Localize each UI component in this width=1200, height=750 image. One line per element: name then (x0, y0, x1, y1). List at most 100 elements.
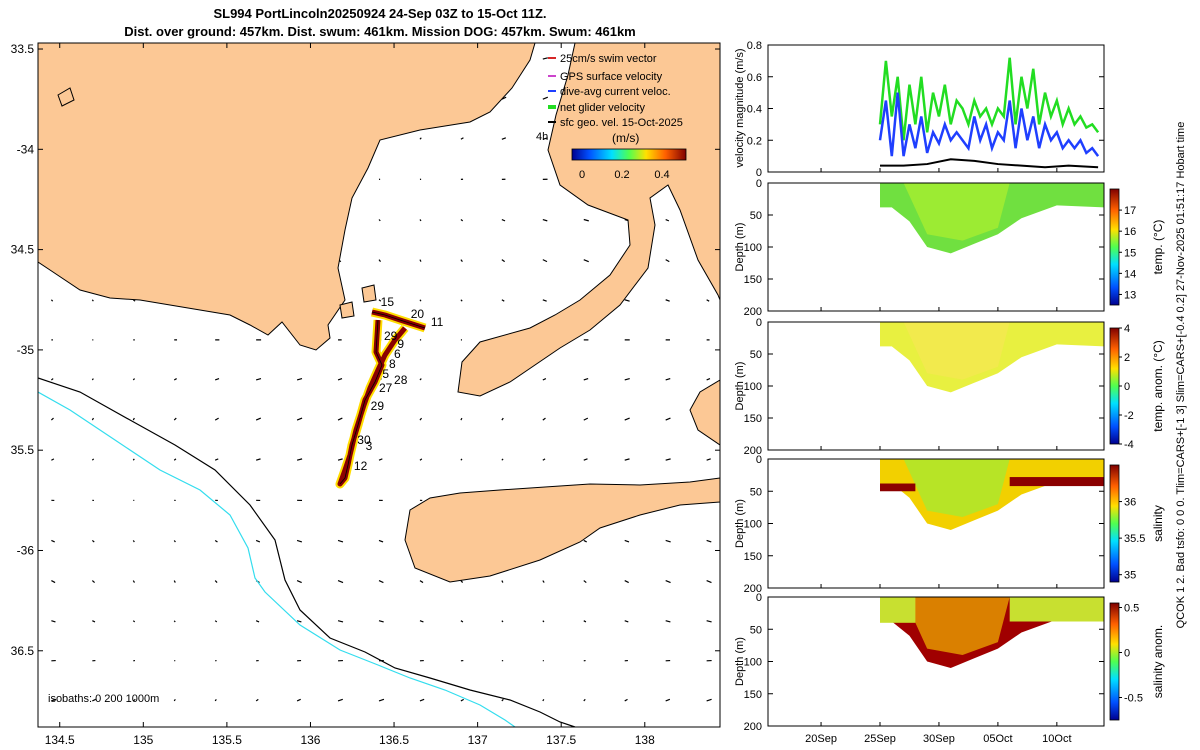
velocity-arrow (378, 580, 384, 584)
velocity-arrow (337, 580, 344, 584)
y-tick-label: 0.2 (747, 135, 762, 147)
velocity-arrow (214, 698, 217, 702)
velocity-arrow (583, 580, 587, 584)
velocity-arrow (460, 137, 464, 140)
velocity-arrow (460, 698, 465, 702)
velocity-arrow (460, 219, 464, 222)
velocity-arrow (337, 698, 343, 702)
velocity-arrow (706, 698, 712, 702)
velocity-arrow (706, 620, 712, 623)
velocity-arrow (665, 458, 671, 461)
velocity-arrow (665, 417, 671, 421)
velocity-arrow (51, 580, 56, 584)
y-tick-label: 50 (750, 624, 762, 636)
track-day-label: 11 (431, 315, 444, 329)
velocity-arrow (624, 620, 629, 623)
chart-title-line1: SL994 PortLincoln20250924 24-Sep 03Z to … (213, 6, 547, 21)
x-tick-label: 20Sep (805, 733, 837, 745)
series-line-sfc-geo-vel- (880, 158, 1099, 169)
colorbar-tick: 0.2 (614, 169, 629, 181)
velocity-arrow (337, 458, 343, 461)
chart-title-line2: Dist. over ground: 457km. Dist. swum: 46… (124, 24, 636, 39)
section-band-edge (880, 597, 916, 623)
colorbar-tick-label: 2 (1124, 352, 1130, 364)
velocity-arrow (132, 698, 136, 702)
velocity-arrow (583, 417, 589, 421)
velocity-arrow (92, 620, 96, 623)
velocity-arrow (501, 580, 504, 583)
velocity-arrow (132, 620, 136, 623)
velocity-arrow (132, 580, 136, 583)
velocity-arrow (214, 580, 218, 583)
y-tick-label: 200 (744, 721, 762, 733)
velocity-arrow (665, 218, 670, 222)
colorbar-tick-label: -4 (1124, 439, 1134, 451)
x-tick-label: 25Sep (864, 733, 896, 745)
colorbar-tick-label: 13 (1124, 289, 1136, 301)
velocity-arrow (255, 620, 260, 623)
lon-tick-label: 137 (468, 733, 488, 747)
velocity-arrow (583, 698, 586, 702)
colorbar-tick-label: 15 (1124, 247, 1136, 259)
land-yorke-peninsula (457, 43, 720, 397)
velocity-arrow (542, 96, 549, 100)
velocity-arrow (255, 458, 261, 461)
velocity-arrow (173, 620, 176, 623)
velocity-arrow (460, 580, 464, 583)
velocity-arrow (378, 219, 381, 222)
velocity-arrow (501, 137, 507, 140)
velocity-arrow (337, 377, 343, 381)
velocity-arrow (419, 698, 425, 702)
x-tick-label: 30Sep (923, 733, 955, 745)
velocity-arrow (419, 620, 424, 623)
velocity-arrow (542, 259, 548, 263)
velocity-arrow (583, 377, 589, 381)
velocity-arrow (583, 259, 589, 263)
velocity-ylabel: velocity magnitude (m/s) (734, 48, 746, 167)
colorbar-tick-label: 36 (1124, 497, 1136, 509)
velocity-arrow (419, 259, 422, 262)
lon-tick-label: 137.5 (546, 733, 576, 747)
velocity-arrow (91, 539, 95, 543)
y-tick-label: 200 (744, 445, 762, 457)
velocity-arrow (173, 580, 176, 583)
velocity-arrow (624, 417, 630, 421)
velocity-arrow (583, 539, 587, 543)
velocity-arrow (624, 458, 630, 461)
map-colorbar (571, 148, 687, 161)
legend-swim: 25cm/s swim vector (560, 53, 657, 65)
velocity-arrow (173, 458, 177, 461)
velocity-arrow (665, 539, 671, 543)
colorbar-tick-label: 35 (1124, 570, 1136, 582)
velocity-arrow (50, 299, 54, 302)
colorbar-tick-label: 14 (1124, 268, 1136, 280)
velocity-arrow (542, 299, 547, 302)
legend-net: net glider velocity (560, 102, 645, 114)
time-series-panels: 0 0.2 0.4 0.6 0.8 velocity magnitude (m/s) 0… (734, 40, 1165, 745)
velocity-arrow (542, 580, 545, 583)
section-band (903, 597, 1010, 656)
legend-sfc: sfc geo. vel. 15-Oct-2025 (560, 117, 683, 129)
track-day-label: 9 (397, 337, 404, 351)
velocity-arrow (624, 299, 630, 302)
colorbar-label: temp. anom. (°C) (1151, 340, 1165, 432)
y-tick-label: 200 (744, 583, 762, 595)
velocity-arrow (296, 580, 302, 584)
legend-gps: GPS surface velocity (560, 71, 663, 83)
velocity-arrow (583, 218, 589, 222)
isobaths-legend: isobaths: 0 200 1000m (48, 693, 159, 705)
velocity-arrow (460, 417, 463, 421)
colorbar-tick-label: 35.5 (1124, 533, 1145, 545)
track-day-label: 15 (381, 295, 395, 309)
section-panel-1: 0 50 100 150 200 Depth (m) 13 14 15 16 17 temp. (°C… (734, 178, 1165, 318)
velocity-arrow (255, 698, 259, 702)
velocity-arrow (91, 458, 95, 461)
y-tick-label: 50 (750, 210, 762, 222)
section-colorbar (1109, 188, 1120, 306)
velocity-arrow (665, 698, 671, 702)
y-tick-label: 0 (756, 454, 762, 466)
velocity-arrow (378, 417, 383, 421)
velocity-arrow (337, 539, 344, 543)
